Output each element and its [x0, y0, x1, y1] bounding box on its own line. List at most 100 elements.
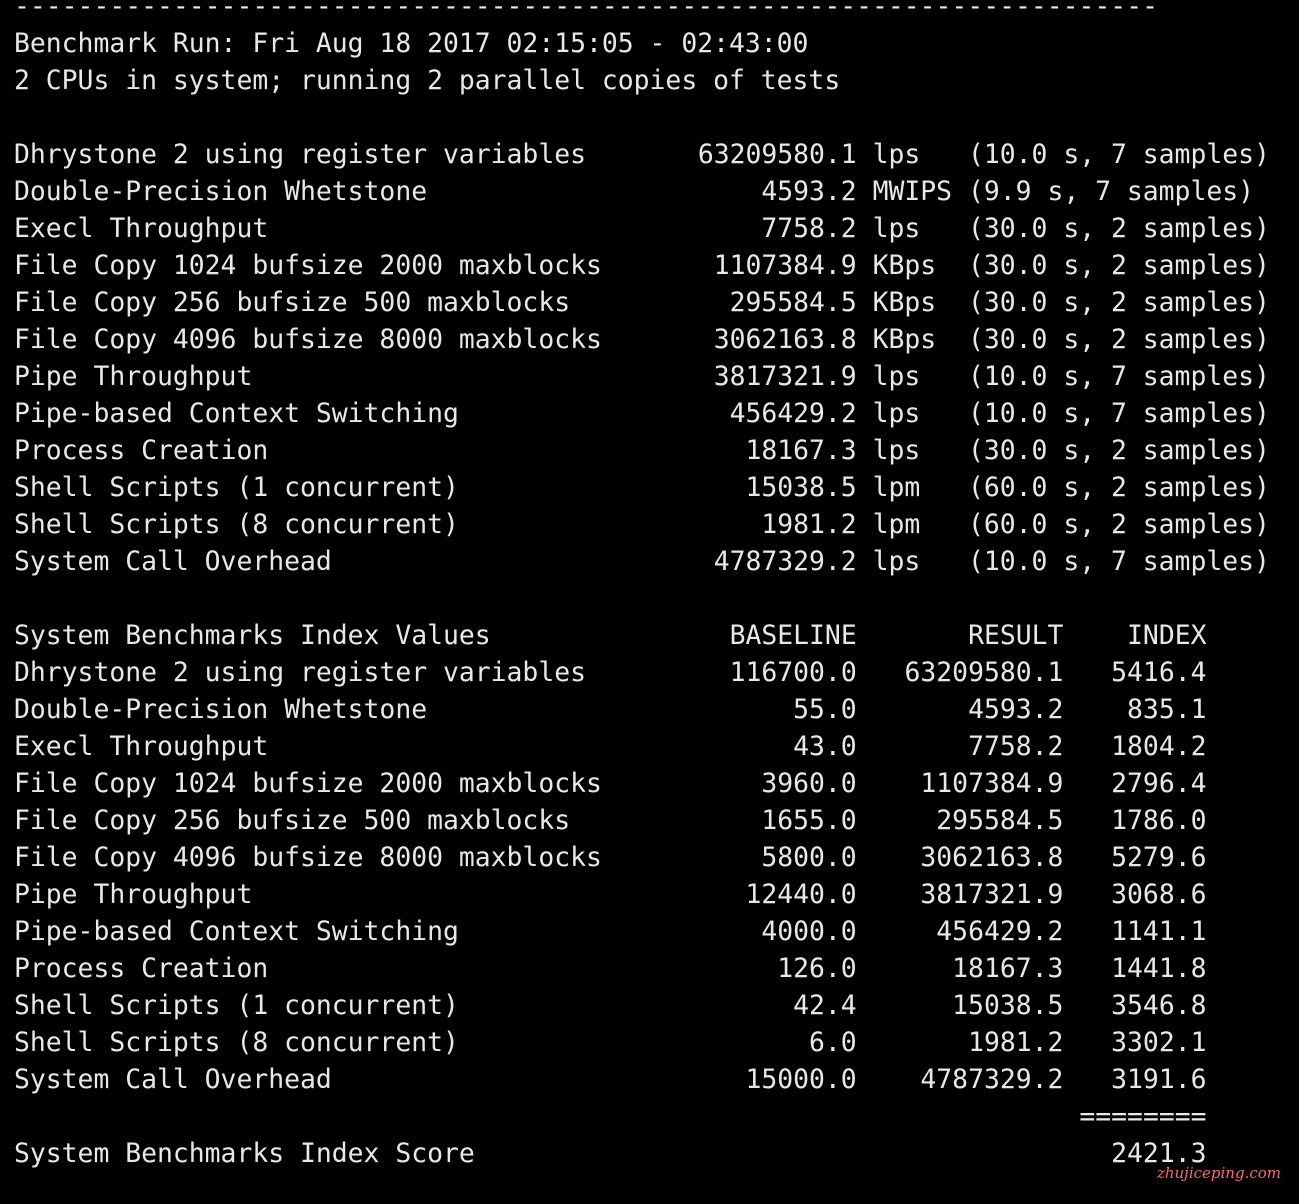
test-detail: (30.0 s, 2 samples) [968, 434, 1270, 466]
test-value: 1981.2 [761, 508, 857, 540]
index-value: 3191.6 [1111, 1063, 1207, 1095]
test-unit: lps [872, 397, 921, 429]
index-value: 2796.4 [1111, 767, 1207, 799]
index-result: 4787329.2 [920, 1063, 1064, 1095]
index-baseline: 116700.0 [729, 656, 857, 688]
watermark: zhujiceping.com [1156, 1164, 1281, 1182]
test-detail: (10.0 s, 7 samples) [968, 138, 1270, 170]
index-value: 1141.1 [1111, 915, 1207, 947]
test-value: 4787329.2 [713, 545, 857, 577]
index-name: File Copy 1024 bufsize 2000 maxblocks [14, 767, 602, 799]
index-value: 1786.0 [1111, 804, 1207, 836]
index-baseline: 4000.0 [761, 915, 857, 947]
index-result: 295584.5 [936, 804, 1064, 836]
test-name: File Copy 256 bufsize 500 maxblocks [14, 286, 571, 318]
index-name: File Copy 256 bufsize 500 maxblocks [14, 804, 571, 836]
test-name: Dhrystone 2 using register variables [14, 138, 586, 170]
index-name: Process Creation [14, 952, 269, 984]
index-value: 835.1 [1127, 693, 1207, 725]
index-header: System Benchmarks Index Values [14, 619, 491, 651]
test-unit: KBps [872, 323, 937, 355]
index-value: 1804.2 [1111, 730, 1207, 762]
index-value: 5279.6 [1111, 841, 1207, 873]
index-header: BASELINE [729, 619, 857, 651]
test-detail: (10.0 s, 7 samples) [968, 397, 1270, 429]
test-detail: (60.0 s, 2 samples) [968, 471, 1270, 503]
index-value: 1441.8 [1111, 952, 1207, 984]
index-result: 18167.3 [952, 952, 1064, 984]
test-detail: (30.0 s, 2 samples) [968, 212, 1270, 244]
index-baseline: 12440.0 [745, 878, 857, 910]
index-name: Double-Precision Whetstone [14, 693, 428, 725]
score-label: System Benchmarks Index Score [14, 1137, 475, 1169]
index-result: 456429.2 [936, 915, 1064, 947]
test-name: Double-Precision Whetstone [14, 175, 428, 207]
index-baseline: 42.4 [793, 989, 857, 1021]
index-baseline: 126.0 [777, 952, 857, 984]
index-header: INDEX [1127, 619, 1207, 651]
test-value: 3817321.9 [713, 360, 857, 392]
index-baseline: 3960.0 [761, 767, 857, 799]
score-value: 2421.3 [1111, 1137, 1207, 1169]
score-separator: ======== [1079, 1100, 1207, 1132]
test-detail: (30.0 s, 2 samples) [968, 286, 1270, 318]
test-detail: (10.0 s, 7 samples) [968, 360, 1270, 392]
index-value: 5416.4 [1111, 656, 1207, 688]
test-name: Pipe Throughput [14, 360, 253, 392]
test-unit: lps [872, 212, 921, 244]
test-value: 295584.5 [729, 286, 857, 318]
index-result: 15038.5 [952, 989, 1064, 1021]
index-baseline: 1655.0 [761, 804, 857, 836]
test-unit: lps [872, 434, 921, 466]
test-name: Pipe-based Context Switching [14, 397, 459, 429]
test-detail: (10.0 s, 7 samples) [968, 545, 1270, 577]
test-value: 63209580.1 [697, 138, 857, 170]
index-name: File Copy 4096 bufsize 8000 maxblocks [14, 841, 602, 873]
index-baseline: 15000.0 [745, 1063, 857, 1095]
test-unit: lps [872, 360, 921, 392]
separator-rule: ----------------------------------------… [14, 0, 1158, 22]
test-name: Execl Throughput [14, 212, 269, 244]
index-baseline: 5800.0 [761, 841, 857, 873]
run-info: Benchmark Run: Fri Aug 18 2017 02:15:05 … [14, 27, 809, 59]
test-detail: (30.0 s, 2 samples) [968, 323, 1270, 355]
test-value: 15038.5 [745, 471, 857, 503]
test-value: 3062163.8 [713, 323, 857, 355]
index-name: Dhrystone 2 using register variables [14, 656, 586, 688]
cpu-info: 2 CPUs in system; running 2 parallel cop… [14, 64, 841, 96]
index-baseline: 6.0 [809, 1026, 857, 1058]
index-name: System Call Overhead [14, 1063, 332, 1095]
index-value: 3546.8 [1111, 989, 1207, 1021]
test-unit: lpm [872, 471, 921, 503]
index-result: 63209580.1 [904, 656, 1064, 688]
test-name: File Copy 4096 bufsize 8000 maxblocks [14, 323, 602, 355]
index-result: 4593.2 [968, 693, 1064, 725]
test-detail: (60.0 s, 2 samples) [968, 508, 1270, 540]
test-unit: KBps [872, 249, 937, 281]
index-baseline: 55.0 [793, 693, 857, 725]
test-detail: (9.9 s, 7 samples) [968, 175, 1254, 207]
test-unit: lpm [872, 508, 921, 540]
test-name: Shell Scripts (8 concurrent) [14, 508, 459, 540]
test-value: 18167.3 [745, 434, 857, 466]
index-value: 3068.6 [1111, 878, 1207, 910]
index-result: 3062163.8 [920, 841, 1064, 873]
test-unit: lps [872, 138, 921, 170]
test-value: 456429.2 [729, 397, 857, 429]
test-value: 1107384.9 [713, 249, 857, 281]
test-name: System Call Overhead [14, 545, 332, 577]
test-unit: MWIPS [872, 175, 953, 207]
index-name: Shell Scripts (8 concurrent) [14, 1026, 459, 1058]
index-header: RESULT [968, 619, 1064, 651]
index-name: Execl Throughput [14, 730, 269, 762]
test-name: Shell Scripts (1 concurrent) [14, 471, 459, 503]
index-result: 3817321.9 [920, 878, 1064, 910]
index-result: 1107384.9 [920, 767, 1064, 799]
index-name: Pipe Throughput [14, 878, 253, 910]
test-name: File Copy 1024 bufsize 2000 maxblocks [14, 249, 602, 281]
index-result: 7758.2 [968, 730, 1064, 762]
index-result: 1981.2 [968, 1026, 1064, 1058]
index-baseline: 43.0 [793, 730, 857, 762]
test-value: 4593.2 [761, 175, 857, 207]
